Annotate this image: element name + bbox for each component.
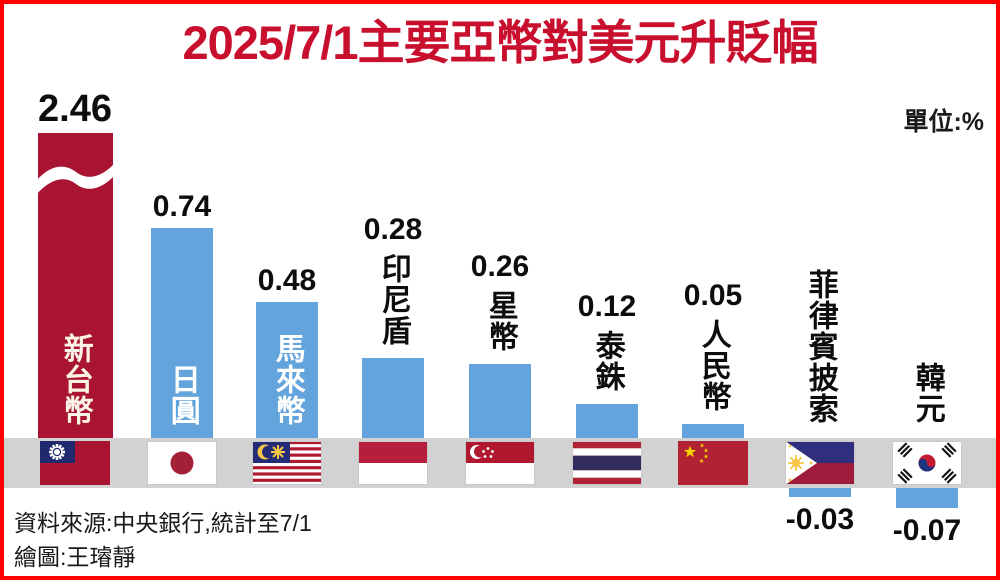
bar-菲律賓披索 — [789, 488, 851, 497]
bar-星幣 — [469, 364, 531, 438]
currency-label-新台幣: 新台幣 — [58, 333, 92, 426]
bar-馬來幣 — [256, 302, 318, 438]
unit-label: 單位:% — [903, 108, 984, 136]
bar-人民幣 — [682, 424, 744, 438]
value-label-菲律賓披索: -0.03 — [785, 503, 855, 536]
philippines-flag-icon — [785, 441, 855, 485]
value-label-韓元: -0.07 — [892, 514, 962, 547]
indonesia-flag-icon — [358, 441, 428, 485]
bar-新台幣 — [35, 133, 115, 438]
value-label-印尼盾: 0.28 — [363, 213, 423, 246]
china-flag-icon — [678, 441, 748, 485]
page-title: 2025/7/1主要亞幣對美元升貶幅 — [182, 16, 819, 69]
thailand-flag-icon — [572, 441, 642, 485]
bar-印尼盾 — [362, 358, 424, 438]
value-label-星幣: 0.26 — [470, 250, 530, 283]
currency-label-韓元: 韓元 — [910, 362, 944, 424]
bar-泰銖 — [576, 404, 638, 438]
bar-日圓 — [151, 228, 213, 438]
currency-label-人民幣: 人民幣 — [696, 319, 730, 412]
bar-韓元 — [896, 488, 958, 508]
japan-flag-icon — [147, 441, 217, 485]
axis-break-wave-icon — [35, 163, 115, 195]
currency-label-日圓: 日圓 — [165, 364, 199, 426]
singapore-flag-icon — [465, 441, 535, 485]
south-korea-flag-icon — [892, 441, 962, 485]
credit-text: 繪圖:王璿靜 — [14, 544, 136, 570]
currency-label-馬來幣: 馬來幣 — [270, 333, 304, 426]
currency-label-泰銖: 泰銖 — [590, 330, 624, 392]
value-label-日圓: 0.74 — [152, 190, 212, 223]
currency-label-菲律賓披索: 菲律賓披索 — [803, 269, 837, 424]
value-label-新台幣: 2.46 — [38, 88, 112, 130]
currency-label-印尼盾: 印尼盾 — [376, 253, 410, 346]
value-label-泰銖: 0.12 — [577, 290, 637, 323]
currency-label-星幣: 星幣 — [483, 290, 517, 352]
source-text: 資料來源:中央銀行,統計至7/1 — [14, 510, 312, 536]
value-label-馬來幣: 0.48 — [257, 264, 317, 297]
value-label-人民幣: 0.05 — [683, 279, 743, 312]
malaysia-flag-icon — [252, 441, 322, 485]
taiwan-flag-icon — [40, 441, 110, 485]
